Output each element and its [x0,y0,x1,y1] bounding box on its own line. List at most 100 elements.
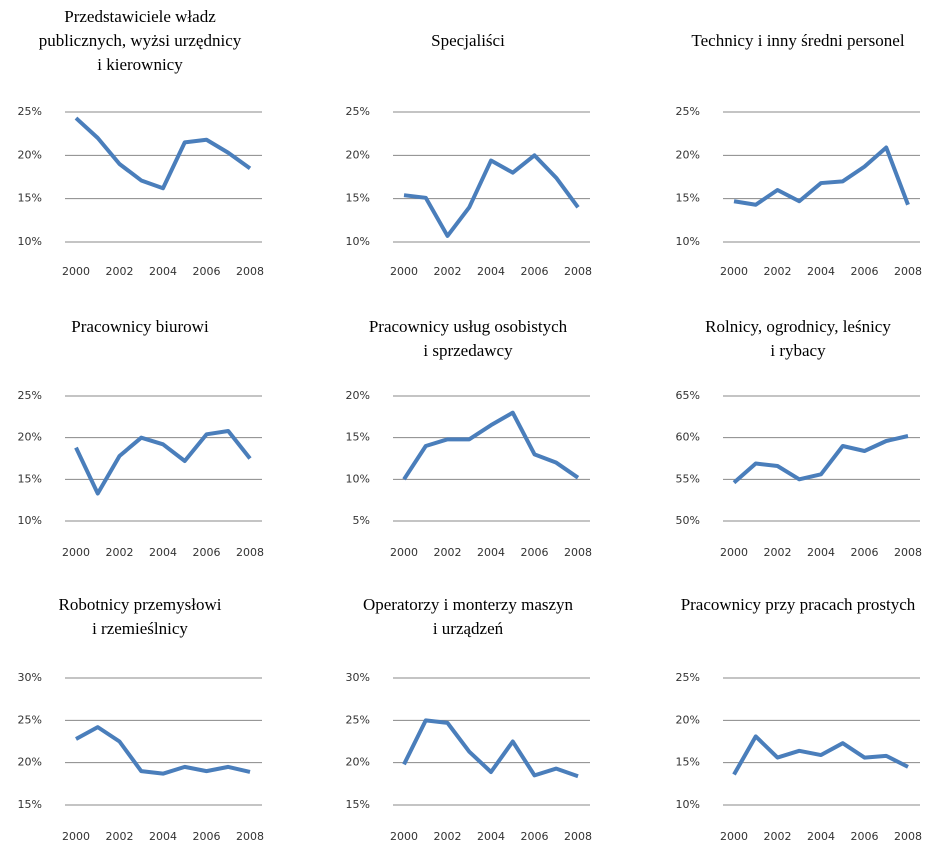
x-tick-label: 2000 [720,830,748,843]
x-tick-label: 2006 [193,265,221,278]
chart-title: i rybacy [770,341,826,360]
chart-title: i rzemieślnicy [92,619,188,638]
x-tick-label: 2008 [894,830,922,843]
chart-title: Rolnicy, ogrodnicy, leśnicy [705,317,891,336]
x-tick-label: 2008 [894,265,922,278]
x-tick-label: 2006 [851,265,879,278]
data-line [733,145,910,207]
x-tick-label: 2004 [477,830,505,843]
chart-title: Pracownicy usług osobistych [369,317,568,336]
y-tick-label: 15% [18,472,42,485]
x-tick-label: 2008 [564,546,592,559]
x-tick-label: 2004 [477,546,505,559]
x-tick-label: 2002 [764,830,792,843]
x-tick-label: 2008 [564,265,592,278]
y-tick-label: 25% [676,105,700,118]
x-tick-label: 2008 [894,546,922,559]
x-tick-label: 2008 [236,830,264,843]
data-line [74,116,252,191]
y-tick-label: 10% [18,514,42,527]
x-tick-label: 2008 [236,265,264,278]
y-tick-label: 10% [676,798,700,811]
y-tick-label: 15% [676,756,700,769]
y-tick-label: 25% [18,389,42,402]
y-tick-label: 15% [18,192,42,205]
y-tick-label: 25% [346,713,370,726]
data-line [732,434,909,485]
x-tick-label: 2000 [62,265,90,278]
chart-title: Pracownicy biurowi [71,317,209,336]
y-tick-label: 20% [346,756,370,769]
x-tick-label: 2006 [851,830,879,843]
y-tick-label: 10% [676,235,700,248]
y-tick-label: 20% [346,389,370,402]
x-tick-label: 2004 [149,265,177,278]
x-tick-label: 2006 [193,830,221,843]
x-tick-label: 2002 [106,265,134,278]
y-tick-label: 15% [346,798,370,811]
x-tick-label: 2000 [720,546,748,559]
y-tick-label: 20% [676,148,700,161]
x-tick-label: 2000 [62,830,90,843]
y-tick-label: 10% [346,472,370,485]
x-tick-label: 2004 [149,830,177,843]
x-tick-label: 2006 [193,546,221,559]
x-tick-label: 2004 [149,546,177,559]
x-tick-label: 2006 [521,546,549,559]
chart-title: i sprzedawcy [423,341,513,360]
x-tick-label: 2002 [434,830,462,843]
data-line [402,718,579,779]
y-tick-label: 20% [18,756,42,769]
data-line [402,410,580,481]
y-tick-label: 15% [346,192,370,205]
data-line [732,734,909,776]
y-tick-label: 25% [18,713,42,726]
chart-title: Operatorzy i monterzy maszyn [363,595,574,614]
x-tick-label: 2000 [390,265,418,278]
data-line [403,153,580,238]
chart-title: Pracownicy przy pracach prostych [681,595,916,614]
y-tick-label: 15% [346,431,370,444]
y-tick-label: 10% [18,235,42,248]
x-tick-label: 2004 [477,265,505,278]
x-tick-label: 2000 [390,546,418,559]
chart-title: publicznych, wyżsi urzędnicy [39,31,242,50]
x-tick-label: 2008 [564,830,592,843]
chart-title: Przedstawiciele władz [64,7,216,26]
chart-title: Specjaliści [431,31,505,50]
chart-title: Robotnicy przemysłowi [59,595,222,614]
x-tick-label: 2000 [390,830,418,843]
x-tick-label: 2000 [62,546,90,559]
x-tick-label: 2004 [807,830,835,843]
y-tick-label: 30% [346,671,370,684]
y-tick-label: 5% [353,514,370,527]
y-tick-label: 20% [18,431,42,444]
y-tick-label: 25% [346,105,370,118]
x-tick-label: 2006 [521,830,549,843]
y-tick-label: 55% [676,472,700,485]
x-tick-label: 2000 [720,265,748,278]
y-tick-label: 15% [18,798,42,811]
y-tick-label: 30% [18,671,42,684]
x-tick-label: 2006 [521,265,549,278]
x-tick-label: 2002 [434,265,462,278]
y-tick-label: 20% [346,148,370,161]
chart-title: i kierownicy [97,55,183,74]
y-tick-label: 15% [676,192,700,205]
x-tick-label: 2006 [851,546,879,559]
x-tick-label: 2004 [807,265,835,278]
x-tick-label: 2002 [106,830,134,843]
y-tick-label: 20% [676,713,700,726]
x-tick-label: 2002 [764,265,792,278]
chart-title: Technicy i inny średni personel [691,31,904,50]
y-tick-label: 10% [346,235,370,248]
x-tick-label: 2002 [106,546,134,559]
y-tick-label: 50% [676,514,700,527]
x-tick-label: 2004 [807,546,835,559]
chart-title: i urządzeń [433,619,504,638]
data-line [74,429,252,496]
x-tick-label: 2008 [236,546,264,559]
x-tick-label: 2002 [764,546,792,559]
data-line [75,725,251,776]
